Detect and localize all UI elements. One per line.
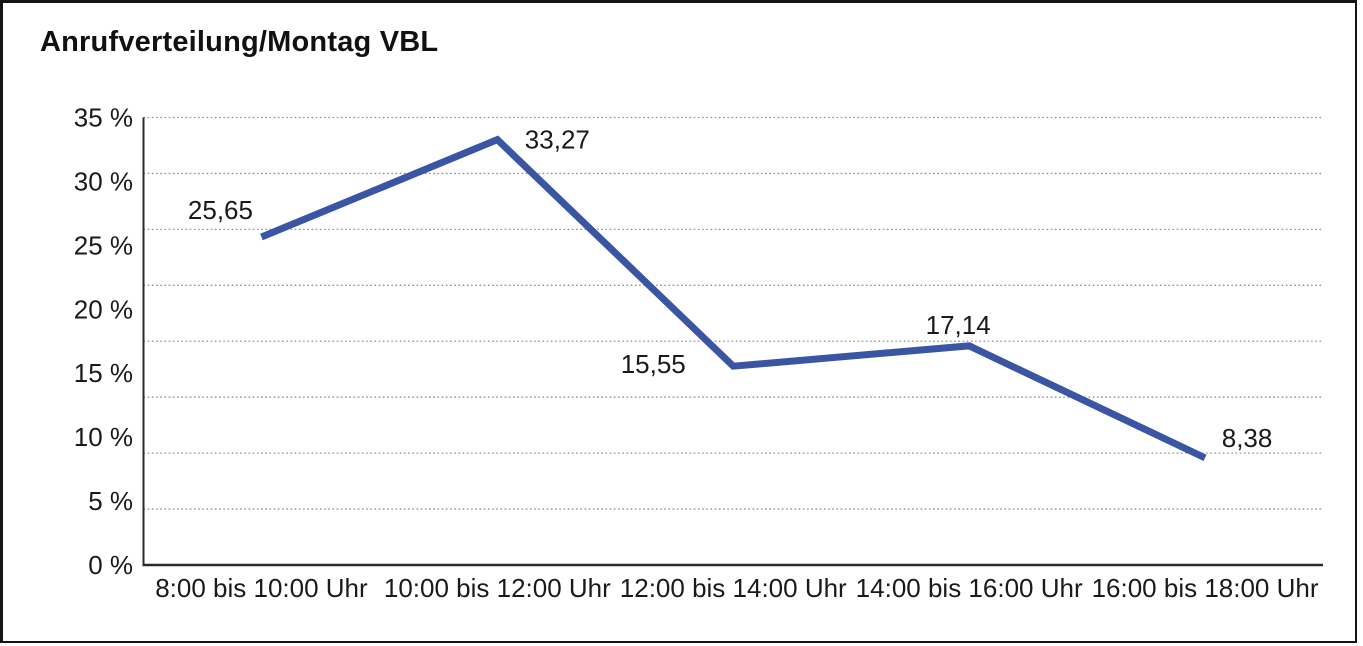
data-point-label: 25,65	[188, 195, 253, 225]
y-tick-label: 25 %	[74, 230, 133, 260]
x-category-label: 8:00 bis 10:00 Uhr	[155, 573, 368, 603]
y-tick-label: 10 %	[74, 422, 133, 452]
y-tick-label: 20 %	[74, 294, 133, 324]
x-category-label: 14:00 bis 16:00 Uhr	[856, 573, 1083, 603]
y-tick-label: 30 %	[74, 166, 133, 196]
data-point-label: 15,55	[621, 349, 686, 379]
call-distribution-line	[260, 135, 1207, 462]
data-point-label: 8,38	[1222, 423, 1273, 453]
y-tick-label: 15 %	[74, 358, 133, 388]
data-point-label: 17,14	[926, 310, 991, 340]
y-tick-label: 35 %	[74, 103, 133, 133]
y-tick-label: 5 %	[88, 486, 133, 516]
y-tick-label: 0 %	[88, 550, 133, 580]
chart-title: Anrufverteilung/Montag VBL	[40, 26, 439, 58]
x-category-label: 12:00 bis 14:00 Uhr	[620, 573, 847, 603]
data-point-label: 33,27	[525, 125, 590, 155]
x-category-label: 16:00 bis 18:00 Uhr	[1092, 573, 1319, 603]
x-category-label: 10:00 bis 12:00 Uhr	[384, 573, 611, 603]
